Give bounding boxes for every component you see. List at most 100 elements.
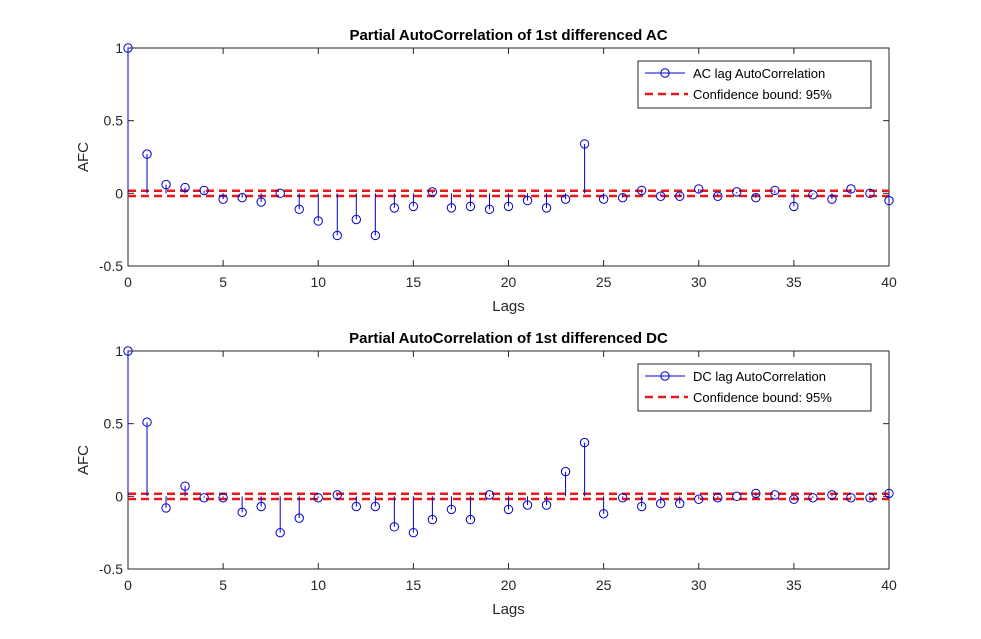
legend-marker-stem — [660, 371, 670, 381]
stem-marker — [180, 481, 190, 491]
x-tick-label: 20 — [501, 274, 517, 290]
stem-marker — [123, 346, 133, 356]
x-tick-label: 35 — [786, 274, 802, 290]
y-axis-label: AFC — [75, 142, 92, 172]
stem-marker — [636, 501, 647, 512]
stem-marker — [503, 201, 514, 212]
stem-marker — [370, 501, 381, 512]
stem-marker — [522, 195, 533, 206]
stem-marker — [161, 503, 171, 513]
stem-marker — [770, 490, 780, 500]
stem-marker — [808, 493, 818, 503]
stem-marker — [294, 204, 304, 215]
stem-marker — [617, 192, 628, 203]
y-tick-label: 1 — [115, 40, 123, 56]
stem-marker — [694, 494, 704, 504]
stem-marker — [465, 514, 476, 525]
legend-marker-stem — [660, 68, 670, 78]
stem-marker — [142, 149, 152, 159]
stem-marker — [675, 191, 685, 201]
stem-marker — [713, 191, 723, 201]
stem-marker — [199, 493, 209, 503]
legend: DC lag AutoCorrelation Confidence bound: … — [637, 363, 872, 412]
x-tick-label: 10 — [310, 274, 326, 290]
chart-title: Partial AutoCorrelation of 1st differenc… — [349, 330, 668, 347]
stem-marker — [656, 191, 666, 201]
x-axis-label: Lags — [492, 298, 525, 315]
stem-marker — [484, 490, 495, 500]
stem-marker — [656, 498, 666, 509]
stem-marker — [123, 43, 133, 53]
stem-marker — [808, 190, 818, 200]
stem-marker — [237, 507, 247, 518]
stem-marker — [598, 194, 609, 204]
stem-marker — [446, 203, 457, 213]
stem-marker — [713, 493, 723, 503]
x-axis-label: Lags — [492, 601, 525, 618]
stem-marker — [560, 466, 571, 477]
legend: AC lag AutoCorrelation Confidence bound: … — [637, 60, 872, 109]
y-tick-label: 1 — [115, 343, 123, 359]
stem-marker — [846, 493, 856, 503]
x-tick-label: 30 — [691, 274, 707, 290]
stem-marker — [313, 493, 323, 503]
stem-marker — [694, 184, 704, 194]
stem-marker — [313, 216, 323, 226]
stem-marker — [332, 490, 342, 500]
stem-marker — [256, 197, 266, 207]
chart-title: Partial AutoCorrelation of 1st differenc… — [349, 27, 667, 44]
stem-marker — [142, 417, 152, 427]
y-tick-label: 0.5 — [104, 113, 124, 129]
x-tick-label: 15 — [406, 274, 422, 290]
legend-box — [637, 363, 872, 412]
stem-marker — [865, 188, 875, 199]
x-tick-label: 5 — [219, 274, 227, 290]
stem-marker — [598, 509, 609, 519]
stem-marker — [332, 230, 342, 241]
x-tick-label: 25 — [596, 274, 612, 290]
legend-label-stem: DC lag AutoCorrelation — [693, 369, 826, 384]
x-tick-label: 5 — [219, 577, 227, 593]
stem-marker — [180, 182, 190, 193]
stem-marker — [579, 139, 590, 149]
legend-box — [637, 60, 872, 109]
stem-marker — [275, 188, 285, 199]
stem-marker — [256, 501, 266, 512]
stem-marker — [522, 500, 533, 510]
stem-marker — [751, 488, 761, 499]
x-tick-label: 35 — [786, 577, 802, 593]
stem-marker — [846, 184, 856, 194]
stem-marker — [884, 488, 894, 499]
y-tick-label: -0.5 — [99, 258, 123, 274]
y-tick-label: -0.5 — [99, 561, 123, 577]
x-tick-label: 40 — [881, 274, 897, 290]
y-tick-label: 0 — [115, 488, 123, 504]
stem-marker — [503, 504, 514, 515]
stem-marker — [789, 201, 799, 212]
stem-marker — [446, 504, 457, 515]
stem-marker — [579, 437, 590, 448]
stem-marker — [770, 185, 780, 196]
stem-marker — [389, 203, 400, 213]
stem-marker — [218, 194, 228, 204]
x-tick-label: 15 — [406, 577, 422, 593]
stem-marker — [351, 214, 361, 225]
stem-marker — [389, 522, 400, 532]
legend-label-stem: AC lag AutoCorrelation — [693, 66, 825, 81]
stem-marker — [408, 201, 419, 212]
stem-marker — [370, 230, 381, 241]
stem-marker — [218, 493, 228, 503]
stem-marker — [675, 498, 685, 509]
stem-marker — [827, 194, 837, 204]
stem-marker — [560, 194, 571, 204]
stem-marker — [827, 490, 837, 500]
legend-label-confidence: Confidence bound: 95% — [693, 390, 832, 405]
x-tick-label: 0 — [124, 577, 132, 593]
stem-marker — [161, 179, 171, 190]
stem-marker — [199, 185, 209, 196]
stem-marker — [636, 185, 647, 196]
stem-marker — [427, 514, 438, 525]
stem-marker — [751, 192, 761, 203]
